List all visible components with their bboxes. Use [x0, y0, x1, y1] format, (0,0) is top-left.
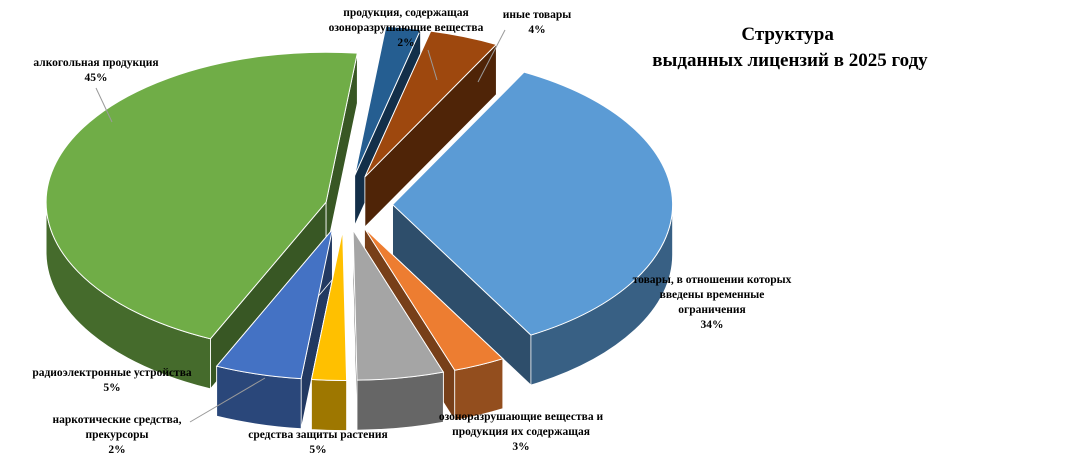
data-label-4: наркотические средства, прекурсоры 2%	[52, 414, 181, 456]
chart-title: Структура выданных лицензий в 2025 году	[652, 24, 928, 71]
chart-title-line-2: выданных лицензий в 2025 году	[652, 50, 928, 71]
data-label-value-2: 3%	[512, 441, 529, 453]
data-label-text-6-1: алкогольная продукция	[33, 57, 158, 69]
data-label-text-1-3: ограничения	[678, 304, 745, 316]
data-label-6: алкогольная продукция 45%	[33, 57, 158, 84]
pie-slice-side-3-1	[356, 371, 444, 431]
pie-slice-top-7	[354, 25, 422, 176]
data-label-text-7-1: продукция, содержащая	[343, 7, 468, 19]
data-label-value-8: 4%	[528, 24, 545, 36]
data-label-1: товары, в отношении которых введены време…	[633, 274, 792, 331]
pie-slice-8	[364, 30, 498, 228]
data-label-text-1-2: введены временные	[660, 289, 765, 301]
data-label-7: продукция, содержащая озоноразрушающие ве…	[329, 7, 484, 49]
pie-slice-top-8	[364, 30, 498, 178]
data-label-value-3: 5%	[309, 444, 326, 456]
leader-line-8	[477, 29, 506, 83]
data-label-text-7-2: озоноразрушающие вещества	[329, 22, 484, 34]
pie-slice-4	[310, 230, 348, 431]
data-label-3: средства защиты растения 5%	[248, 429, 388, 456]
data-label-text-2-2: продукция их содержащая	[452, 426, 590, 438]
pie-slice-top-2	[364, 227, 504, 371]
data-label-8: иные товары 4%	[503, 9, 572, 36]
data-label-value-5: 5%	[103, 382, 120, 394]
pie-slice-5	[215, 228, 333, 430]
leader-line-6	[95, 87, 113, 123]
pie-slice-1	[391, 71, 674, 386]
data-label-value-4: 2%	[108, 444, 125, 456]
data-label-value-7: 2%	[397, 37, 414, 49]
data-label-value-1: 34%	[701, 319, 724, 331]
data-label-text-1-1: товары, в отношении которых	[633, 274, 792, 286]
pie-slice-side-4-1	[311, 379, 347, 431]
data-label-5: радиоэлектронные устройства 5%	[32, 367, 192, 394]
pie-slice-3	[352, 228, 445, 431]
chart-title-line-1: Структура	[741, 24, 834, 45]
data-label-text-4-1: наркотические средства,	[52, 414, 181, 426]
data-label-2: озоноразрушающие вещества и продукция их …	[439, 411, 604, 453]
data-label-text-5-1: радиоэлектронные устройства	[32, 367, 192, 379]
pie-slice-top-5	[215, 229, 333, 380]
data-label-text-3-1: средства защиты растения	[248, 429, 388, 441]
data-label-value-6: 45%	[85, 72, 108, 84]
data-label-text-8-1: иные товары	[503, 9, 572, 21]
pie-slice-top-3	[352, 228, 445, 381]
pie-slice-top-6	[45, 51, 358, 340]
leader-line-4	[189, 377, 266, 423]
pie-slice-top-1	[391, 71, 674, 336]
data-label-text-2-1: озоноразрушающие вещества и	[439, 411, 604, 423]
data-label-text-4-2: прекурсоры	[86, 429, 149, 441]
pie-slice-top-4	[310, 230, 348, 381]
leader-line-7	[427, 49, 438, 81]
